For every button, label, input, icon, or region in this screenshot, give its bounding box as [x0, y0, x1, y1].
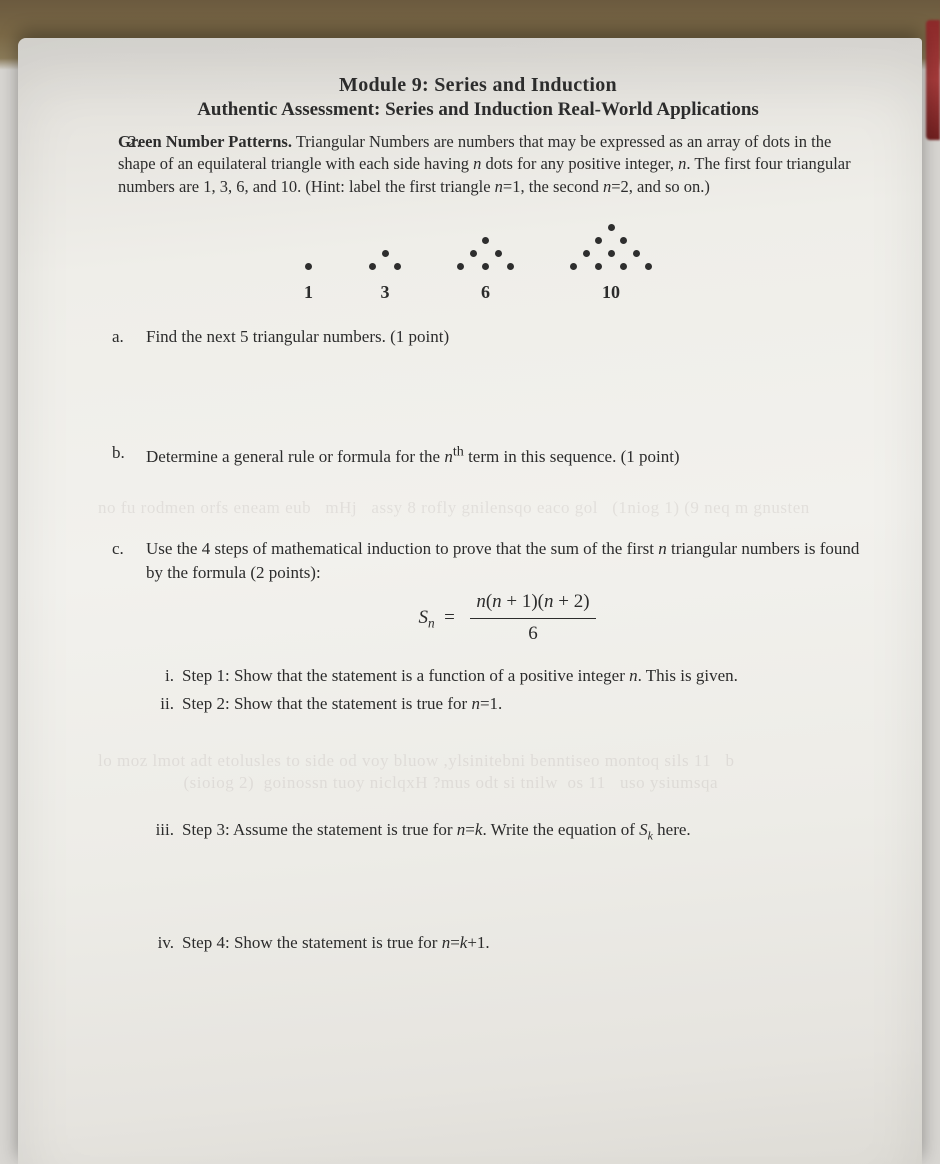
step-2-label: ii.	[144, 692, 174, 716]
problem-number: 2.	[128, 131, 141, 154]
part-a-label: a.	[112, 325, 124, 349]
step-1-label: i.	[144, 664, 174, 688]
answer-space-step3	[88, 845, 868, 915]
dot-icon	[470, 250, 477, 257]
triangle-6: 6	[457, 237, 514, 303]
step-4: iv. Step 4: Show the statement is true f…	[88, 931, 868, 955]
part-c: c. Use the 4 steps of mathematical induc…	[88, 537, 868, 648]
assessment-title: Authentic Assessment: Series and Inducti…	[88, 99, 868, 121]
step-4-label: iv.	[144, 931, 174, 955]
dot-row	[482, 237, 489, 244]
dot-row	[583, 250, 640, 257]
dot-icon	[570, 263, 577, 270]
triangle-label: 3	[381, 282, 390, 303]
part-b-label: b.	[112, 441, 125, 465]
dot-icon	[620, 263, 627, 270]
step-2-text: Step 2: Show that the statement is true …	[182, 694, 502, 713]
formula-sn: Sn = n(n + 1)(n + 2) 6	[146, 589, 868, 648]
step-3-label: iii.	[144, 818, 174, 842]
worksheet-header: Module 9: Series and Induction Authentic…	[88, 74, 868, 121]
dot-icon	[620, 237, 627, 244]
dot-icon	[608, 250, 615, 257]
problem-2: 2. Green Number Patterns. Triangular Num…	[88, 131, 868, 198]
triangle-label: 10	[602, 282, 620, 303]
step-2: ii. Step 2: Show that the statement is t…	[88, 692, 868, 716]
dot-icon	[608, 224, 615, 231]
step-4-text: Step 4: Show the statement is true for n…	[182, 933, 490, 952]
dot-icon	[633, 250, 640, 257]
dot-row	[570, 263, 652, 270]
dot-icon	[482, 237, 489, 244]
part-b-text: Determine a general rule or formula for …	[146, 447, 680, 466]
dot-icon	[457, 263, 464, 270]
dot-icon	[495, 250, 502, 257]
step-1: i. Step 1: Show that the statement is a …	[88, 664, 868, 688]
dot-row	[608, 224, 615, 231]
dot-row	[305, 263, 312, 270]
part-c-label: c.	[112, 537, 124, 561]
dot-icon	[595, 237, 602, 244]
step-3-text: Step 3: Assume the statement is true for…	[182, 820, 691, 839]
dot-icon	[369, 263, 376, 270]
module-title: Module 9: Series and Induction	[88, 74, 868, 97]
dot-icon	[595, 263, 602, 270]
dot-row	[470, 250, 502, 257]
part-b: b. Determine a general rule or formula f…	[88, 441, 868, 469]
book-edge-decoration	[926, 20, 940, 140]
desk-background: Module 9: Series and Induction Authentic…	[0, 0, 940, 1164]
dot-icon	[382, 250, 389, 257]
triangle-label: 6	[481, 282, 490, 303]
triangle-10: 10	[570, 224, 652, 303]
dot-icon	[583, 250, 590, 257]
step-1-text: Step 1: Show that the statement is a fun…	[182, 666, 738, 685]
dot-row	[382, 250, 389, 257]
dot-row	[457, 263, 514, 270]
formula-numerator: n(n + 1)(n + 2)	[470, 589, 595, 619]
dot-icon	[645, 263, 652, 270]
bleed-through-text-1: no fu rodmen orfs eneam eub mHj assy 8 r…	[88, 497, 868, 519]
formula-denominator: 6	[470, 619, 595, 648]
dot-icon	[482, 263, 489, 270]
answer-space-a	[88, 349, 868, 419]
worksheet-paper: Module 9: Series and Induction Authentic…	[18, 38, 922, 1164]
dot-icon	[394, 263, 401, 270]
triangle-1: 1	[304, 263, 313, 303]
triangular-dot-figure: 1 3 6 10	[88, 224, 868, 303]
triangle-label: 1	[304, 282, 313, 303]
dot-row	[595, 237, 627, 244]
problem-title: Green Number Patterns.	[118, 132, 292, 151]
step-3: iii. Step 3: Assume the statement is tru…	[88, 818, 868, 844]
bleed-through-text-2: lo moz lmot adt etolusles to side od voy…	[88, 750, 868, 794]
part-a: a. Find the next 5 triangular numbers. (…	[88, 325, 868, 349]
dot-icon	[507, 263, 514, 270]
dot-row	[369, 263, 401, 270]
part-a-text: Find the next 5 triangular numbers. (1 p…	[146, 327, 449, 346]
dot-icon	[305, 263, 312, 270]
part-c-intro: Use the 4 steps of mathematical inductio…	[146, 539, 859, 582]
triangle-3: 3	[369, 250, 401, 303]
